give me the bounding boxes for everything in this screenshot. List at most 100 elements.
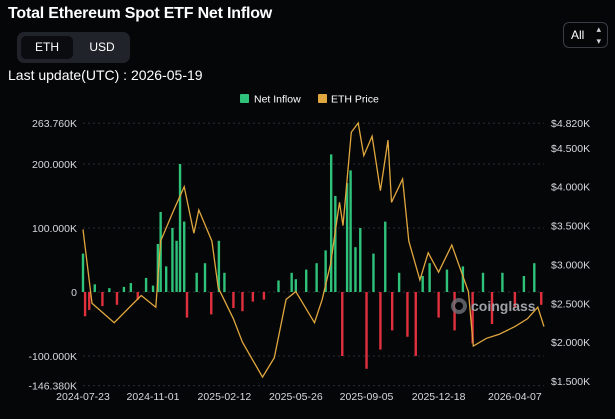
inflow-bar: [223, 272, 226, 292]
unit-option-eth[interactable]: ETH: [21, 36, 73, 59]
inflow-bar: [183, 221, 186, 292]
coinglass-logo-icon: [451, 298, 467, 314]
inflow-bar: [345, 183, 349, 292]
inflow-bar: [171, 228, 174, 292]
left-tick-label: 0: [71, 287, 77, 299]
range-select-label: All: [571, 28, 585, 42]
legend-net-inflow[interactable]: Net Inflow: [254, 94, 301, 106]
inflow-bar: [241, 292, 244, 312]
left-axis: 263.760K 200.000K 100.000K 0 -100.000K -146.3…: [29, 118, 78, 392]
inflow-bar: [164, 266, 168, 292]
inflow-bar: [428, 263, 431, 292]
inflow-bar: [471, 292, 474, 344]
inflow-bar: [490, 292, 494, 324]
inflow-bars: [81, 154, 543, 369]
watermark-text: coinglass: [471, 298, 536, 314]
inflow-bar: [93, 284, 96, 292]
inflow-bar: [156, 244, 160, 292]
range-select[interactable]: All ▴ ▾: [563, 22, 608, 48]
unit-toggle: ETH USD: [17, 32, 130, 63]
inflow-bar: [437, 292, 440, 318]
inflow-bar: [397, 272, 401, 292]
chart-grid: [83, 122, 544, 387]
left-tick-label: 200.000K: [32, 159, 77, 171]
inflow-bar: [178, 164, 182, 292]
inflow-bar: [210, 292, 213, 315]
left-tick-label: -146.380K: [29, 381, 77, 393]
inflow-bar: [533, 263, 536, 292]
inflow-bar: [390, 292, 394, 331]
inflow-bar: [354, 247, 357, 292]
inflow-bar: [341, 292, 344, 356]
inflow-bar: [136, 292, 139, 300]
inflow-bar: [406, 292, 409, 337]
inflow-bar: [108, 288, 111, 292]
left-tick-label: -100.000K: [29, 351, 77, 363]
inflow-bar: [88, 292, 91, 310]
right-tick-label: $3.500K: [551, 221, 590, 233]
legend-swatch-eth-price: [318, 94, 327, 103]
inflow-bar: [522, 276, 526, 292]
inflow-bar: [115, 292, 119, 305]
inflow-bar: [540, 292, 543, 305]
left-tick-label: 263.760K: [32, 118, 77, 130]
inflow-bar: [461, 266, 465, 292]
inflow-bar: [305, 269, 308, 292]
inflow-bar: [421, 276, 424, 292]
inflow-bar: [365, 292, 368, 369]
inflow-bar: [324, 250, 327, 292]
inflow-bar: [277, 280, 280, 292]
eth-price-line: [82, 121, 545, 379]
inflow-bar: [329, 154, 333, 292]
inflow-bar: [151, 285, 155, 292]
x-tick-label: 2024-07-23: [56, 391, 110, 403]
last-update-text: Last update(UTC) : 2026-05-19: [8, 67, 203, 83]
right-tick-label: $2.000K: [551, 337, 590, 349]
inflow-bar: [414, 292, 417, 356]
inflow-bar: [232, 292, 235, 308]
x-tick-label: 2025-12-18: [412, 391, 466, 403]
inflow-bar: [379, 292, 382, 350]
right-tick-label: $4.500K: [551, 143, 590, 155]
x-tick-label: 2024-11-01: [127, 391, 180, 403]
inflow-bar: [384, 221, 387, 292]
inflow-bar: [251, 292, 255, 302]
right-tick-label: $1.500K: [551, 376, 590, 388]
inflow-bar: [195, 272, 198, 292]
x-tick-label: 2025-09-05: [340, 391, 394, 403]
inflow-bar: [294, 279, 298, 292]
x-tick-label: 2025-05-26: [269, 391, 323, 403]
inflow-bar: [175, 240, 178, 292]
inflow-bar: [101, 292, 104, 307]
inflow-bar: [159, 212, 162, 292]
x-tick-label: 2026-04-07: [488, 391, 542, 403]
page-title: Total Ethereum Spot ETF Net Inflow: [8, 5, 273, 22]
right-tick-label: $4.820K: [551, 118, 590, 130]
inflow-bar: [203, 263, 207, 292]
chart-legend: Net Inflow ETH Price: [240, 94, 379, 106]
inflow-bar: [83, 292, 87, 317]
right-tick-label: $2.500K: [551, 298, 590, 310]
left-tick-label: 100.000K: [32, 223, 77, 235]
inflow-bar: [122, 286, 126, 292]
inflow-bar: [359, 228, 362, 292]
inflow-bar: [144, 277, 148, 292]
x-axis: 2024-07-23 2024-11-01 2025-02-12 2025-05-26…: [56, 391, 542, 403]
legend-eth-price[interactable]: ETH Price: [331, 94, 379, 106]
inflow-bar: [290, 272, 293, 292]
legend-swatch-net-inflow: [240, 94, 249, 103]
inflow-bar: [349, 170, 352, 292]
unit-option-usd[interactable]: USD: [89, 40, 115, 54]
inflow-bar: [185, 292, 189, 318]
inflow-bar: [513, 292, 517, 308]
inflow-bar: [445, 269, 449, 292]
x-tick-label: 2025-02-12: [198, 391, 252, 403]
right-tick-label: $3.000K: [551, 259, 590, 271]
inflow-bar: [315, 263, 318, 292]
inflow-bar: [217, 240, 221, 292]
inflow-bar: [481, 272, 485, 292]
inflow-bar: [334, 196, 337, 292]
inflow-bar: [262, 292, 266, 300]
chevron-updown-icon: ▴ ▾: [596, 24, 601, 46]
